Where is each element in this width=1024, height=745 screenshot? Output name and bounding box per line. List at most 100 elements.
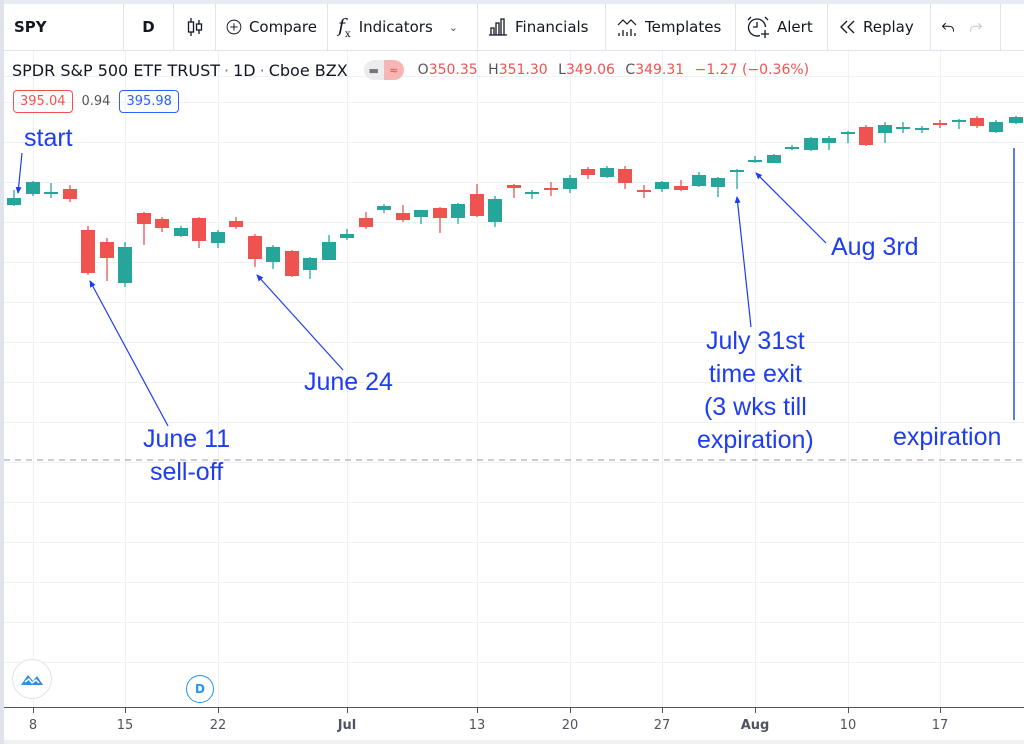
undo-icon[interactable] bbox=[941, 20, 955, 34]
grid-line-horizontal bbox=[4, 182, 1024, 183]
indicators-label: Indicators bbox=[358, 18, 433, 36]
compare-button[interactable]: Compare bbox=[216, 4, 328, 50]
axis-tick-label: 22 bbox=[209, 718, 227, 733]
open-label: O bbox=[417, 62, 429, 78]
axis-tick bbox=[125, 708, 126, 713]
grid-line-vertical bbox=[218, 51, 219, 707]
dividend-badge[interactable]: D bbox=[186, 675, 214, 703]
chart-pane[interactable] bbox=[4, 51, 1024, 707]
top-toolbar: SPY D Compare fx Indicators ⌄ bbox=[4, 4, 1024, 51]
axis-tick bbox=[33, 708, 34, 713]
alarm-clock-icon bbox=[747, 16, 769, 38]
indicators-button[interactable]: fx Indicators ⌄ bbox=[328, 4, 478, 50]
buy-price-button[interactable]: 395.98 bbox=[119, 90, 179, 113]
symbol-name: SPDR S&P 500 ETF TRUST bbox=[12, 60, 221, 80]
rewind-icon bbox=[840, 20, 855, 34]
bar-chart-icon bbox=[489, 18, 507, 36]
buy-sell-panel: 395.04 0.94 395.98 bbox=[13, 90, 179, 113]
annotation-june24: June 24 bbox=[304, 368, 393, 396]
grid-line-vertical bbox=[33, 51, 34, 707]
grid-line-horizontal bbox=[4, 622, 1024, 623]
grid-line-horizontal bbox=[4, 76, 1024, 77]
axis-tick bbox=[347, 708, 348, 713]
left-toolbar-edge bbox=[0, 0, 4, 744]
replay-button[interactable]: Replay bbox=[828, 4, 931, 50]
grid-line-horizontal bbox=[4, 502, 1024, 503]
link-icon[interactable]: ▬ bbox=[363, 60, 384, 80]
grid-line-vertical bbox=[848, 51, 849, 707]
high-label: H bbox=[488, 62, 499, 78]
grid-line-vertical bbox=[570, 51, 571, 707]
annotation-aug3: Aug 3rd bbox=[831, 233, 919, 261]
grid-line-horizontal bbox=[4, 142, 1024, 143]
ohlc-values: O350.35 H351.30 L349.06 C349.31 −1.27 (−… bbox=[418, 62, 815, 78]
alert-label: Alert bbox=[777, 18, 813, 36]
wave-icon[interactable]: ≈ bbox=[383, 60, 404, 80]
grid-line-horizontal bbox=[4, 662, 1024, 663]
grid-line-horizontal bbox=[4, 462, 1024, 463]
open-value: 350.35 bbox=[428, 62, 478, 78]
legend-timeframe: 1D bbox=[233, 60, 256, 80]
legend-exchange: Cboe BZX bbox=[268, 60, 348, 80]
candles-icon bbox=[187, 18, 202, 36]
grid-line-vertical bbox=[755, 51, 756, 707]
axis-tick-label: 27 bbox=[653, 718, 671, 733]
grid-line-vertical bbox=[125, 51, 126, 707]
tradingview-logo[interactable] bbox=[12, 659, 52, 699]
grid-line-horizontal bbox=[4, 342, 1024, 343]
financials-label: Financials bbox=[515, 18, 589, 36]
sell-price-button[interactable]: 395.04 bbox=[13, 90, 73, 113]
fx-icon: fx bbox=[338, 14, 351, 40]
templates-button[interactable]: Templates bbox=[606, 4, 736, 50]
close-label: C bbox=[625, 62, 636, 78]
redo-icon[interactable] bbox=[969, 20, 983, 34]
interval-button[interactable]: D bbox=[124, 4, 174, 50]
grid-line-horizontal bbox=[4, 262, 1024, 263]
grid-line-vertical bbox=[347, 51, 348, 707]
axis-tick bbox=[848, 708, 849, 713]
templates-icon bbox=[617, 19, 637, 36]
axis-tick bbox=[662, 708, 663, 713]
compare-label: Compare bbox=[248, 18, 317, 36]
close-value: 349.31 bbox=[635, 62, 685, 78]
interval-label: D bbox=[142, 18, 155, 36]
grid-line-vertical bbox=[477, 51, 478, 707]
grid-line-horizontal bbox=[4, 302, 1024, 303]
time-axis[interactable]: 8 15 22 Jul 13 20 27 Aug 10 17 bbox=[4, 707, 1024, 745]
top-strip bbox=[0, 0, 1024, 4]
annotation-expiration: expiration bbox=[893, 423, 1002, 451]
low-label: L bbox=[558, 62, 566, 78]
low-value: 349.06 bbox=[565, 62, 615, 78]
legend-toggle-pill[interactable]: ▬ ≈ bbox=[363, 60, 404, 80]
grid-line-horizontal bbox=[4, 102, 1024, 103]
spread-value: 0.94 bbox=[81, 94, 111, 109]
axis-tick-label: Jul bbox=[337, 718, 357, 733]
axis-tick bbox=[218, 708, 219, 713]
plus-circle-icon bbox=[226, 19, 242, 35]
grid-line-horizontal bbox=[4, 222, 1024, 223]
axis-tick-label: 10 bbox=[839, 718, 857, 733]
annotation-july31: July 31st time exit (3 wks till expiration) bbox=[697, 327, 814, 454]
chevron-down-icon[interactable]: ⌄ bbox=[448, 20, 459, 34]
financials-button[interactable]: Financials bbox=[478, 4, 606, 50]
grid-line-vertical bbox=[662, 51, 663, 707]
grid-line-horizontal bbox=[4, 542, 1024, 543]
axis-tick bbox=[940, 708, 941, 713]
grid-line-horizontal bbox=[4, 382, 1024, 383]
symbol-label: SPY bbox=[14, 18, 47, 36]
legend-separator: · bbox=[259, 60, 265, 80]
alert-button[interactable]: Alert bbox=[736, 4, 828, 50]
axis-tick bbox=[477, 708, 478, 713]
high-value: 351.30 bbox=[498, 62, 548, 78]
change-value: −1.27 (−0.36%) bbox=[694, 62, 810, 78]
axis-tick bbox=[570, 708, 571, 713]
symbol-search-button[interactable]: SPY bbox=[4, 4, 124, 50]
axis-tick-label: 20 bbox=[561, 718, 579, 733]
chart-type-button[interactable] bbox=[174, 4, 216, 50]
annotation-start: start bbox=[24, 124, 73, 152]
axis-tick-label: 13 bbox=[468, 718, 486, 733]
axis-tick-label: 17 bbox=[931, 718, 949, 733]
bottom-strip bbox=[4, 740, 1024, 744]
grid-line-horizontal bbox=[4, 582, 1024, 583]
axis-tick-label: Aug bbox=[740, 718, 770, 733]
